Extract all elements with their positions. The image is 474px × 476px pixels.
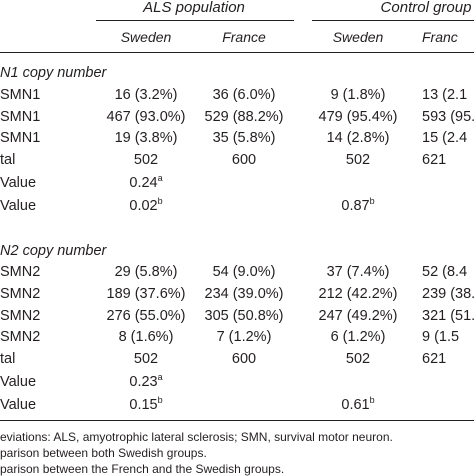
table-cell: 502 bbox=[345, 351, 371, 367]
row-label: Value bbox=[0, 374, 37, 390]
table-cell: 600 bbox=[231, 152, 257, 168]
table-cell: 621 bbox=[422, 152, 447, 168]
table-cell: 35 (5.8%) bbox=[212, 130, 276, 146]
header-bottom-rule bbox=[0, 52, 474, 53]
table-cell: 29 (5.8%) bbox=[114, 264, 178, 280]
footnote-marker: a bbox=[157, 372, 163, 382]
row-label: SMN1 bbox=[0, 130, 41, 146]
footnote-marker: b bbox=[157, 196, 163, 206]
footnote-marker: b bbox=[157, 395, 163, 405]
row-label: Value bbox=[0, 397, 37, 413]
p-value: 0.23 bbox=[129, 374, 158, 390]
table-cell: 529 (88.2%) bbox=[204, 109, 284, 125]
table-cell: 276 (55.0%) bbox=[106, 308, 186, 324]
row-label: SMN2 bbox=[0, 286, 41, 302]
table-cell: 54 (9.0%) bbox=[212, 264, 276, 280]
table-cell: 502 bbox=[133, 351, 159, 367]
row-label: SMN2 bbox=[0, 329, 41, 345]
row-label: Value bbox=[0, 198, 37, 214]
p-value-cell: 0.02b bbox=[94, 196, 198, 214]
column-header-sweden-control: Sweden bbox=[332, 29, 384, 45]
table-cell: 19 (3.8%) bbox=[114, 130, 178, 146]
table-cell: 15 (2.4 bbox=[422, 130, 468, 146]
column-header-france-als: France bbox=[222, 29, 266, 45]
table-bottom-rule bbox=[0, 420, 474, 421]
section-title-smn1: N1 copy number bbox=[0, 65, 107, 81]
table-cell: 621 bbox=[422, 351, 447, 367]
control-header-rule bbox=[312, 20, 474, 21]
table-cell: 9 (1.8%) bbox=[330, 87, 386, 103]
row-label: SMN1 bbox=[0, 109, 41, 125]
table-cell: 502 bbox=[133, 152, 159, 168]
table-cell: 234 (39.0%) bbox=[204, 286, 284, 302]
table-cell: 9 (1.5 bbox=[422, 329, 460, 345]
table-cell: 36 (6.0%) bbox=[212, 87, 276, 103]
p-value: 0.61 bbox=[341, 397, 370, 413]
p-value-cell: 0.23a bbox=[94, 372, 198, 390]
table-cell: 239 (38. bbox=[422, 286, 474, 302]
footnote-abbreviations: eviations: ALS, amyotrophic lateral scle… bbox=[0, 430, 393, 444]
als-header-rule bbox=[96, 20, 294, 21]
table-cell: 14 (2.8%) bbox=[326, 130, 390, 146]
table-cell: 321 (51. bbox=[422, 308, 474, 324]
row-label: SMN1 bbox=[0, 87, 41, 103]
section-title-smn2: N2 copy number bbox=[0, 243, 107, 259]
table-cell: 247 (49.2%) bbox=[318, 308, 398, 324]
table-cell: 16 (3.2%) bbox=[114, 87, 178, 103]
p-value-cell: 0.15b bbox=[94, 395, 198, 413]
p-value-cell: 0.61b bbox=[306, 395, 410, 413]
table-cell: 37 (7.4%) bbox=[326, 264, 390, 280]
footnote-marker: a bbox=[157, 173, 163, 183]
table-cell: 13 (2.1 bbox=[422, 87, 468, 103]
footnote-b: parison between the French and the Swedi… bbox=[0, 462, 285, 476]
table-cell: 8 (1.6%) bbox=[118, 329, 174, 345]
table-cell: 7 (1.2%) bbox=[216, 329, 272, 345]
row-label: tal bbox=[0, 152, 16, 168]
p-value: 0.87 bbox=[341, 198, 370, 214]
table-cell: 479 (95.4%) bbox=[318, 109, 398, 125]
table-cell: 52 (8.4 bbox=[422, 264, 468, 280]
header-als-population: ALS population bbox=[143, 0, 245, 16]
table-cell: 593 (95. bbox=[422, 109, 474, 125]
p-value-cell: 0.87b bbox=[306, 196, 410, 214]
row-label: SMN2 bbox=[0, 264, 41, 280]
footnote-a: parison between both Swedish groups. bbox=[0, 446, 207, 460]
footnote-marker: b bbox=[369, 395, 375, 405]
column-header-france-control: Franc bbox=[422, 29, 458, 45]
header-control-group: Control group bbox=[380, 0, 472, 16]
table-cell: 6 (1.2%) bbox=[330, 329, 386, 345]
row-label: Value bbox=[0, 175, 37, 191]
p-value: 0.15 bbox=[129, 397, 158, 413]
table-cell: 305 (50.8%) bbox=[204, 308, 284, 324]
table-cell: 467 (93.0%) bbox=[106, 109, 186, 125]
p-value-cell: 0.24a bbox=[94, 173, 198, 191]
footnote-marker: b bbox=[369, 196, 375, 206]
p-value: 0.02 bbox=[129, 198, 158, 214]
table-cell: 189 (37.6%) bbox=[106, 286, 186, 302]
row-label: tal bbox=[0, 351, 16, 367]
table-cell: 502 bbox=[345, 152, 371, 168]
column-header-sweden-als: Sweden bbox=[120, 29, 172, 45]
table-cell: 600 bbox=[231, 351, 257, 367]
row-label: SMN2 bbox=[0, 308, 41, 324]
p-value: 0.24 bbox=[129, 175, 158, 191]
table-cell: 212 (42.2%) bbox=[318, 286, 398, 302]
